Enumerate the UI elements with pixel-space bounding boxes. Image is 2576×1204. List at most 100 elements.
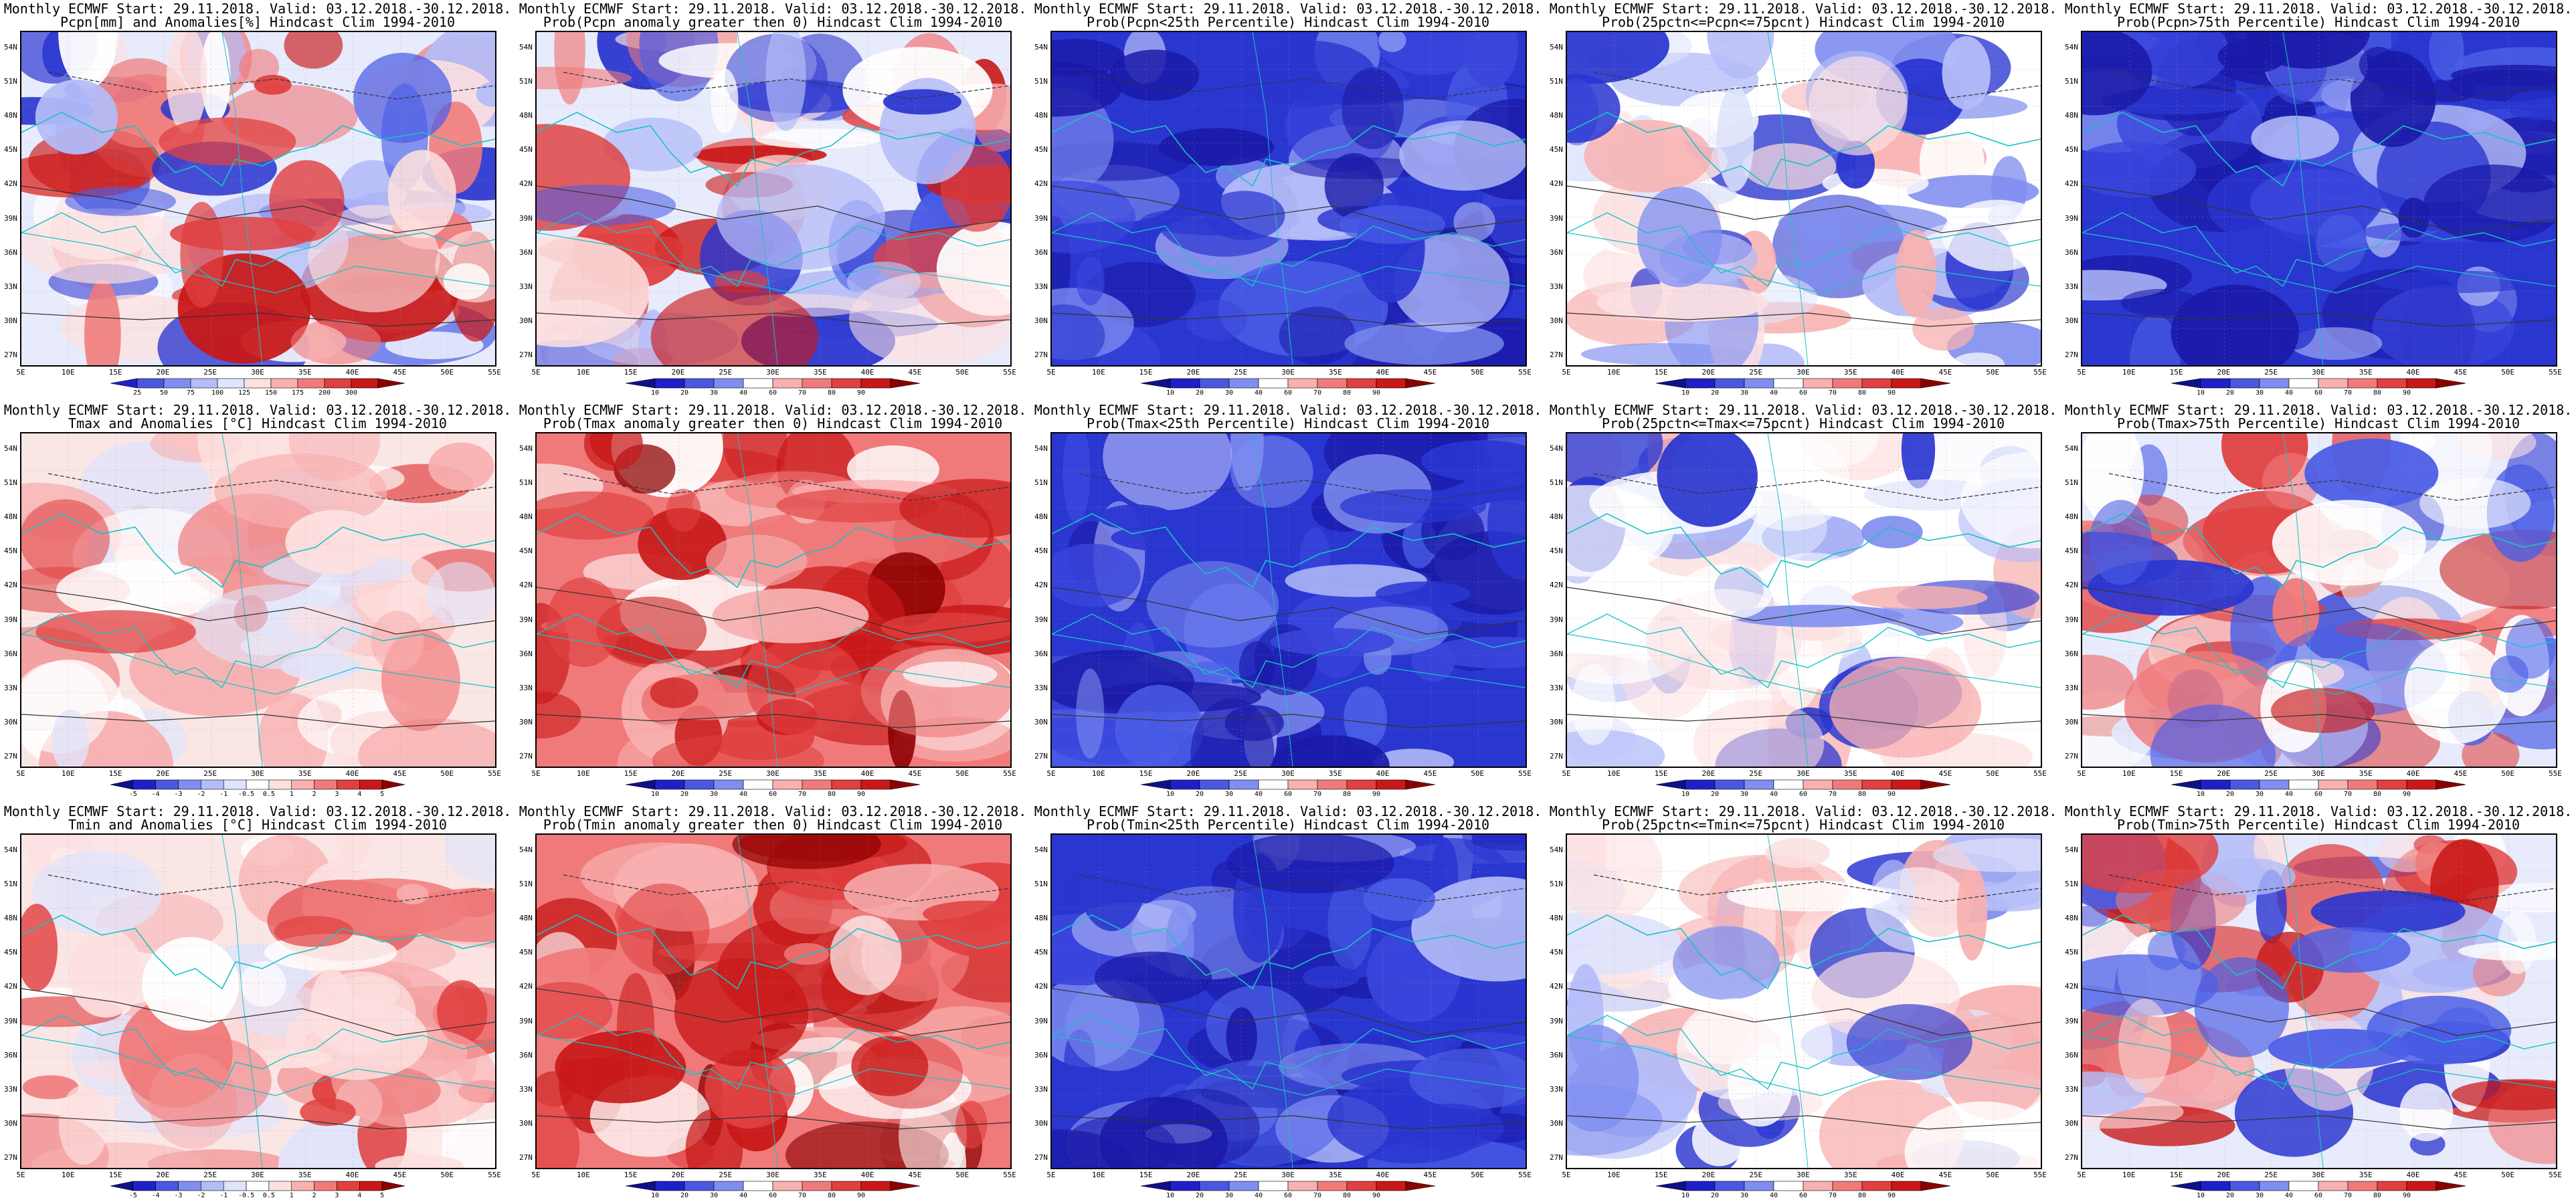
colorbar-tick-label: 80 [1342, 791, 1352, 798]
colorbar-tick-label: 40 [1769, 791, 1778, 798]
colorbar-tick-label: 10 [650, 1192, 660, 1199]
longitude-tick-label: 35E [1328, 769, 1342, 778]
longitude-tick-label: 55E [2033, 769, 2047, 778]
field-blob [2250, 169, 2383, 235]
colorbar [1655, 1181, 1951, 1191]
colorbar-swatch [802, 378, 832, 389]
colorbar-tick-label: 300 [345, 389, 358, 397]
field-blob [430, 1119, 495, 1168]
longitude-tick-label: 45E [908, 1171, 922, 1179]
field-blob [1567, 835, 1662, 921]
map-field [20, 432, 496, 768]
colorbar-swatch [337, 779, 360, 790]
colorbar-tick-label: 90 [1887, 389, 1896, 397]
field-blob [583, 433, 643, 472]
field-blob [2082, 141, 2197, 198]
colorbar-tick-label: 40 [1769, 389, 1778, 397]
latitude-tick-label: 51N [4, 77, 17, 86]
latitude-tick-label: 48N [1550, 512, 1563, 522]
colorbar-tick-label: 90 [1887, 791, 1896, 798]
field-blob [1052, 543, 1141, 607]
longitude-tick-label: 45E [1423, 769, 1437, 778]
colorbar-tick-label: 90 [856, 1192, 866, 1199]
latitude-tick-label: 51N [1550, 880, 1563, 889]
map-panel: Monthly ECMWF Start: 29.11.2018. Valid: … [2061, 401, 2576, 803]
field-blob [2200, 858, 2296, 896]
colorbar-tick-label: 70 [1313, 1192, 1322, 1199]
field-blob [1109, 49, 1200, 101]
field-blob [269, 160, 345, 242]
latitude-tick-label: 36N [2065, 1050, 2078, 1060]
field-blob [1730, 605, 1904, 627]
colorbar-swatch [860, 779, 891, 790]
longitude-tick-label: 35E [2359, 368, 2373, 377]
colorbar-swatch [291, 779, 314, 790]
latitude-tick-label: 48N [1034, 512, 1048, 522]
longitude-tick-label: 20E [1186, 769, 1200, 778]
map-field [1050, 31, 1527, 367]
longitude-tick-label: 35E [1328, 1171, 1342, 1179]
longitude-tick-label: 5E [531, 769, 541, 778]
panel-title-line2: Tmin and Anomalies [°C] Hindcast Clim 19… [68, 817, 447, 833]
latitude-tick-label: 36N [519, 1050, 533, 1060]
latitude-tick-label: 39N [2065, 615, 2078, 624]
field-blob [1421, 440, 1526, 482]
longitude-tick-label: 45E [1938, 368, 1952, 377]
longitude-tick-label: 30E [1797, 769, 1810, 778]
colorbar-tick-label: 30 [1740, 389, 1749, 397]
colorbar-swatch [1744, 1181, 1774, 1191]
field-blob [1204, 191, 1285, 241]
colorbar-swatch [2318, 378, 2349, 389]
map-panel: Monthly ECMWF Start: 29.11.2018. Valid: … [515, 0, 1030, 401]
latitude-tick-label: 30N [519, 316, 533, 325]
field-blob [1245, 877, 1311, 950]
colorbar-tick-label: 70 [1828, 389, 1837, 397]
colorbar-swatch [223, 779, 247, 790]
colorbar-swatch [1258, 1181, 1289, 1191]
colorbar-tick-label: 90 [856, 389, 866, 397]
forecast-field-map [21, 433, 495, 767]
longitude-tick-label: 5E [16, 1171, 25, 1179]
field-blob [1344, 322, 1504, 365]
latitude-tick-label: 42N [2065, 179, 2078, 189]
longitude-tick-label: 55E [1518, 1171, 1532, 1179]
field-blob [371, 610, 424, 672]
longitude-tick-label: 10E [576, 769, 590, 778]
colorbar-swatch [2347, 779, 2378, 790]
latitude-tick-label: 30N [1034, 316, 1048, 325]
forecast-field-map [1567, 433, 2041, 767]
field-blob [159, 117, 296, 166]
colorbar [1140, 779, 1436, 790]
panel-title-line2: Prob(25pctn<=Tmax<=75pcnt) Hindcast Clim… [1601, 415, 2005, 431]
colorbar-swatch [1405, 779, 1436, 790]
longitude-tick-label: 35E [2359, 1171, 2373, 1179]
colorbar-swatch [743, 779, 773, 790]
latitude-tick-label: 45N [519, 948, 533, 957]
field-blob [1430, 636, 1526, 669]
latitude-tick-label: 51N [1550, 77, 1563, 86]
longitude-tick-label: 15E [1139, 1171, 1153, 1179]
longitude-tick-label: 10E [576, 368, 590, 377]
panel-title-line2: Prob(Tmax anomaly greater then 0) Hindca… [543, 415, 1003, 431]
longitude-tick-label: 40E [345, 1171, 359, 1179]
colorbar-tick-label: 60 [1799, 791, 1808, 798]
panel-title-line2: Prob(Tmin<25th Percentile) Hindcast Clim… [1086, 817, 1490, 833]
panel-title-line2: Prob(Pcpn>75th Percentile) Hindcast Clim… [2116, 14, 2520, 30]
colorbar-swatch [860, 1181, 891, 1191]
longitude-tick-label: 5E [1046, 769, 1056, 778]
longitude-tick-label: 10E [576, 1171, 590, 1179]
colorbar-tick-label: 20 [1195, 1192, 1204, 1199]
colorbar-tick-label: -1 [219, 791, 228, 798]
longitude-tick-label: 25E [2264, 1171, 2278, 1179]
map-panel: Monthly ECMWF Start: 29.11.2018. Valid: … [1546, 0, 2061, 401]
field-blob [31, 850, 163, 935]
latitude-tick-label: 51N [2065, 880, 2078, 889]
colorbar-swatch [831, 378, 862, 389]
latitude-tick-label: 42N [519, 179, 533, 189]
colorbar-tick-label: 40 [739, 1192, 748, 1199]
forecast-field-map [1052, 433, 1526, 767]
colorbar-swatch [1685, 378, 1716, 389]
longitude-tick-label: 15E [1654, 368, 1668, 377]
field-blob [1462, 835, 1526, 864]
panel-title-line2: Prob(25pctn<=Tmin<=75pcnt) Hindcast Clim… [1601, 817, 2005, 833]
